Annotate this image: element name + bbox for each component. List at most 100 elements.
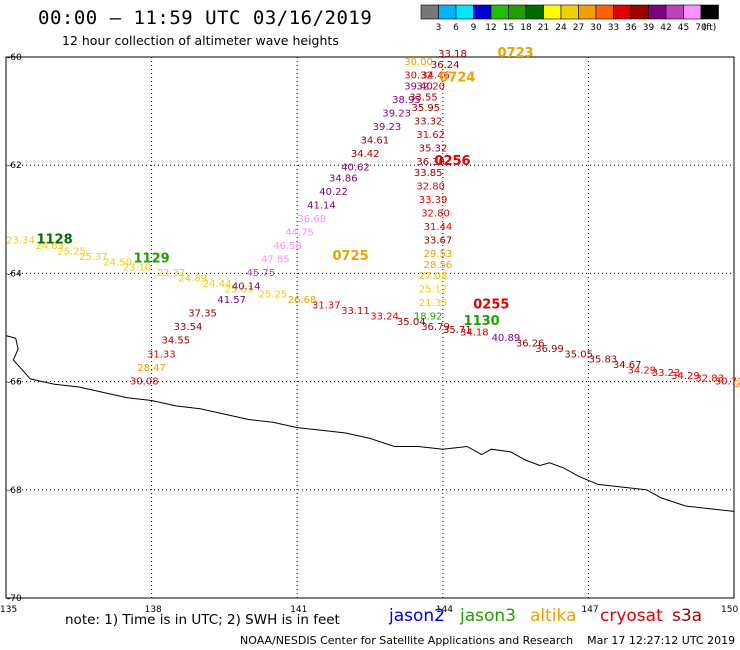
pass-time-label: 0255 bbox=[473, 298, 509, 313]
swh-value-label: 32.83 bbox=[695, 374, 724, 385]
satellite-jason3: jason3 bbox=[460, 606, 516, 626]
lat-tick-label: -62 bbox=[7, 161, 22, 171]
swh-value-label: 24.89 bbox=[179, 274, 208, 285]
lat-tick-label: -64 bbox=[7, 269, 22, 279]
lon-tick-label: 141 bbox=[290, 605, 307, 615]
satellite-cryosat: cryosat bbox=[600, 606, 663, 626]
scale-label: 70 bbox=[695, 23, 707, 33]
swh-value-label: 21.39 bbox=[419, 298, 448, 309]
swh-value-label: 33.11 bbox=[341, 306, 370, 317]
swh-value-label: 41.14 bbox=[307, 200, 336, 211]
swh-value-label: 31.44 bbox=[424, 222, 453, 233]
swh-value-label: 36.99 bbox=[535, 344, 564, 355]
swh-value-label: 35.05 bbox=[564, 349, 593, 360]
satellite-s3a: s3a bbox=[672, 606, 703, 626]
scale-label: 39 bbox=[643, 23, 655, 33]
swh-value-label: 40.14 bbox=[232, 282, 261, 293]
swh-value-label: 32.80 bbox=[421, 209, 450, 220]
swh-value-label: 32.80 bbox=[416, 182, 445, 193]
scale-label: 33 bbox=[608, 23, 619, 33]
swh-value-label: 24.63 bbox=[35, 241, 64, 252]
pass-time-label: 0256 bbox=[434, 154, 470, 169]
swh-value-label: 18.92 bbox=[414, 311, 443, 322]
swh-value-label: 24.50 bbox=[103, 257, 132, 268]
scale-label: 42 bbox=[660, 23, 671, 33]
swh-value-label: 23.10 bbox=[123, 263, 152, 274]
pass-time-label: 1130 bbox=[464, 314, 500, 329]
pass-time-label: 0725 bbox=[332, 249, 368, 264]
lon-tick-label: 144 bbox=[436, 605, 453, 615]
swh-value-label: 28.47 bbox=[137, 363, 166, 374]
scale-label: 36 bbox=[625, 23, 637, 33]
swh-value-label: 34.55 bbox=[162, 336, 191, 347]
swh-value-label: 34.86 bbox=[329, 173, 358, 184]
swh-value-label: 31.37 bbox=[312, 301, 341, 312]
swh-value-label: 39.23 bbox=[382, 109, 411, 120]
satellite-jason2: jason2 bbox=[389, 606, 445, 626]
swh-value-label: 37.35 bbox=[188, 309, 217, 320]
lat-tick-label: -60 bbox=[7, 53, 22, 63]
swh-value-label: 36.68 bbox=[297, 214, 326, 225]
swh-value-label: 35.32 bbox=[419, 144, 448, 155]
swh-value-label: 26.68 bbox=[288, 295, 317, 306]
swh-value-label: 35.71 bbox=[443, 325, 472, 336]
swh-value-label: 35.83 bbox=[589, 355, 618, 366]
swh-value-label: 40.89 bbox=[492, 333, 521, 344]
scale-label: 30 bbox=[590, 23, 602, 33]
swh-value-label: 31.33 bbox=[147, 349, 176, 360]
swh-value-label: 30.32 bbox=[404, 71, 433, 82]
lat-tick-label: -70 bbox=[7, 594, 22, 604]
swh-value-label: 28.56 bbox=[424, 260, 453, 271]
swh-value-label: 39.23 bbox=[373, 122, 402, 133]
lat-tick-label: -68 bbox=[7, 486, 22, 496]
swh-value-label: 25.25 bbox=[57, 246, 86, 257]
swh-value-label: 36.24 bbox=[431, 60, 460, 71]
swh-value-label: 33.67 bbox=[424, 236, 453, 247]
lat-tick-label: -66 bbox=[7, 378, 22, 388]
antarctic-coastline bbox=[5, 335, 735, 512]
lon-tick-label: 150 bbox=[721, 605, 738, 615]
swh-value-label: 30.08 bbox=[130, 376, 159, 387]
map-frame bbox=[5, 56, 735, 599]
scale-label: 21 bbox=[538, 23, 549, 33]
swh-value-label: 33.85 bbox=[414, 168, 443, 179]
scale-label: 18 bbox=[520, 23, 532, 33]
swh-value-label: 25.17 bbox=[419, 284, 448, 295]
scale-label: 9 bbox=[471, 23, 477, 33]
swh-value-label: 32.20 bbox=[416, 81, 445, 92]
wave-height-color-scale: 3 6 9 12 15 18 21 24 27 30 33 36 39 42 45 70(ft) bbox=[420, 4, 719, 33]
swh-value-label: 30.71 bbox=[715, 376, 740, 387]
swh-value-label: 29.98 bbox=[734, 379, 740, 390]
swh-value-label: 33.39 bbox=[419, 195, 448, 206]
swh-value-label: 34.67 bbox=[613, 360, 642, 371]
swh-value-label: 36.30 bbox=[416, 157, 445, 168]
scale-unit: (ft) bbox=[703, 23, 717, 33]
swh-value-label: 38.95 bbox=[392, 95, 421, 106]
pass-time-label: 1129 bbox=[134, 252, 170, 267]
swh-value-label: 34.29 bbox=[627, 365, 656, 376]
pass-time-label: 1128 bbox=[36, 233, 72, 248]
swh-value-label: 39.40 bbox=[404, 81, 433, 92]
scale-label: 24 bbox=[555, 23, 567, 33]
scale-swatch bbox=[700, 4, 719, 20]
swh-value-label: 33.18 bbox=[438, 49, 467, 60]
swh-value-label: 34.46 bbox=[421, 71, 450, 82]
scale-label: 15 bbox=[503, 23, 514, 33]
swh-value-label: 36.79 bbox=[421, 322, 450, 333]
swh-value-label: 40.62 bbox=[341, 163, 370, 174]
swh-value-label: 40.22 bbox=[319, 187, 348, 198]
map-title: 00:00 – 11:59 UTC 03/16/2019 bbox=[38, 7, 373, 29]
swh-value-label: 34.18 bbox=[460, 328, 489, 339]
pass-time-label: 0723 bbox=[498, 46, 534, 61]
swh-value-label: 35.95 bbox=[411, 103, 440, 114]
swh-value-label: 33.54 bbox=[174, 322, 203, 333]
scale-label: 6 bbox=[453, 23, 459, 33]
credit-line: NOAA/NESDIS Center for Satellite Applica… bbox=[240, 634, 736, 647]
swh-value-label: 25.63 bbox=[225, 284, 254, 295]
footer-note: note: 1) Time is in UTC; 2) SWH is in fe… bbox=[65, 612, 340, 628]
swh-value-label: 34.42 bbox=[351, 149, 380, 160]
swh-value-label: 33.55 bbox=[409, 92, 438, 103]
